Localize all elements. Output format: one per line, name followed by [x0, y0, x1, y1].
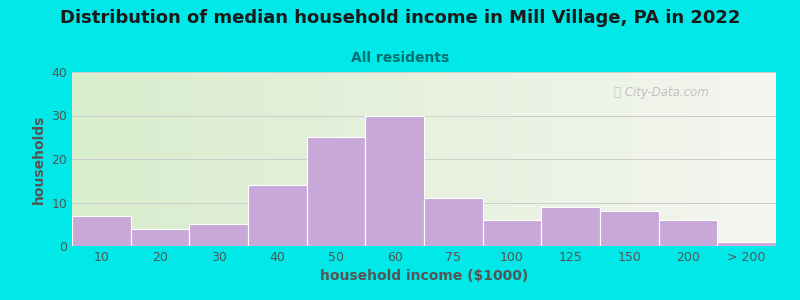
Bar — [72, 215, 130, 246]
Bar — [658, 220, 718, 246]
Text: ⓘ City-Data.com: ⓘ City-Data.com — [614, 86, 709, 99]
Bar — [306, 137, 366, 246]
Bar — [130, 229, 190, 246]
Y-axis label: households: households — [32, 114, 46, 204]
Bar — [600, 211, 658, 246]
Bar — [248, 185, 306, 246]
X-axis label: household income ($1000): household income ($1000) — [320, 269, 528, 284]
Text: All residents: All residents — [351, 51, 449, 65]
Bar — [190, 224, 248, 246]
Bar — [424, 198, 482, 246]
Bar — [366, 116, 424, 246]
Text: Distribution of median household income in Mill Village, PA in 2022: Distribution of median household income … — [60, 9, 740, 27]
Bar — [482, 220, 542, 246]
Bar — [718, 242, 776, 246]
Bar — [542, 207, 600, 246]
